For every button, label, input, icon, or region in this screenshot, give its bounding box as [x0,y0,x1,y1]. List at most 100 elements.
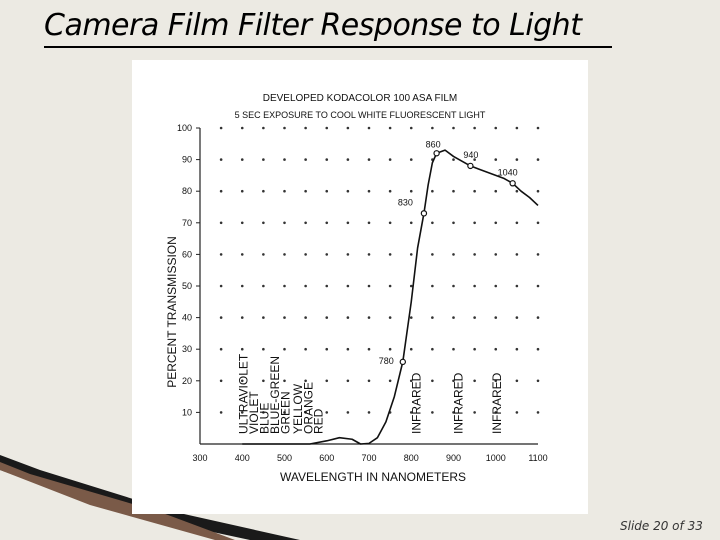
grid-dot [452,126,455,130]
grid-dot [325,158,329,161]
chart-svg: DEVELOPED KODACOLOR 100 ASA FILM 5 SEC E… [165,93,548,484]
y-tick-label: 100 [177,123,192,133]
data-point-label: 1040 [498,167,518,177]
band-label: GREEN [279,391,293,434]
grid-dot [240,221,244,225]
grid-dot [409,221,413,225]
grid-dot [325,379,329,383]
grid-dot [219,347,223,351]
grid-dot [515,316,519,319]
y-tick-label: 60 [182,249,192,259]
grid-dot [304,126,307,130]
grid-dots [219,126,540,414]
grid-dot [388,189,392,193]
grid-dot [325,221,329,225]
y-tick-label: 30 [182,344,192,354]
grid-dot [367,126,371,130]
grid-dot [431,126,434,130]
data-point-marker [433,150,440,157]
data-point-marker [399,358,406,366]
grid-dot [388,316,392,319]
grid-dot [409,284,413,288]
grid-dot [452,253,455,256]
grid-dot [240,347,244,351]
grid-dot [367,379,371,383]
grid-dot [283,284,286,288]
grid-dot [262,284,265,288]
grid-dot [452,379,455,383]
grid-dot [473,347,476,351]
grid-dot [494,158,498,161]
data-point-label: 830 [398,197,413,207]
grid-dot [494,284,498,288]
data-point-label: 940 [463,150,478,160]
band-label: BLUE-GREEN [268,356,282,434]
grid-dot [473,411,476,414]
grid-dot [452,316,455,319]
grid-dot [388,284,392,288]
grid-dot [409,411,413,414]
x-tick-label: 600 [319,453,334,463]
grid-dot [240,379,244,383]
x-tick-label: 700 [361,453,376,463]
grid-dot [219,221,223,225]
grid-dot [262,316,265,319]
grid-dot [536,411,540,414]
grid-dot [431,347,434,351]
y-axis-label: PERCENT TRANSMISSION [165,236,179,388]
data-point-marker [467,162,474,170]
grid-dot [515,221,519,225]
grid-dot [219,379,223,383]
grid-dot [494,221,498,225]
grid-dot [494,379,498,383]
grid-dot [431,316,434,319]
grid-dot [409,126,413,130]
grid-dot [325,126,329,130]
slide-title: Camera Film Filter Response to Light [44,8,582,43]
grid-dot [219,411,223,414]
grid-dot [452,189,455,193]
grid-dot [346,411,350,414]
grid-dot [536,253,540,256]
grid-dot [494,189,498,193]
band-label: INFRARED [452,372,466,434]
grid-dot [431,253,434,256]
band-label: VIOLET [247,391,261,434]
band-label: RED [311,408,325,434]
grid-dot [409,316,413,319]
band-label: INFRARED [409,372,423,434]
transmission-line [242,149,539,445]
y-tick-label: 20 [182,376,192,386]
grid-dot [346,158,350,161]
grid-dot [367,189,371,193]
grid-dot [304,316,307,319]
data-point-label: 860 [426,139,441,149]
grid-dot [452,221,455,225]
grid-dot [346,189,350,193]
grid-dot [431,189,434,193]
grid-dot [367,221,371,225]
grid-dot [304,221,307,225]
grid-dot [262,379,265,383]
grid-dot [494,411,498,414]
grid-dot [367,158,371,161]
grid-dot [388,253,392,256]
grid-dot [494,253,498,256]
grid-dot [240,189,244,193]
grid-dot [346,284,350,288]
x-tick-label: 900 [446,453,461,463]
y-tick-label: 50 [182,281,192,291]
grid-dot [262,221,265,225]
grid-dot [219,158,223,161]
grid-dot [473,126,476,130]
grid-dot [304,253,307,256]
grid-dot [388,126,392,130]
grid-dot [346,221,350,225]
x-tick-label: 300 [192,453,207,463]
grid-dot [346,316,350,319]
grid-dot [346,253,350,256]
y-tick-label: 90 [182,155,192,165]
y-tick-label: 40 [182,313,192,323]
grid-dot [388,221,392,225]
